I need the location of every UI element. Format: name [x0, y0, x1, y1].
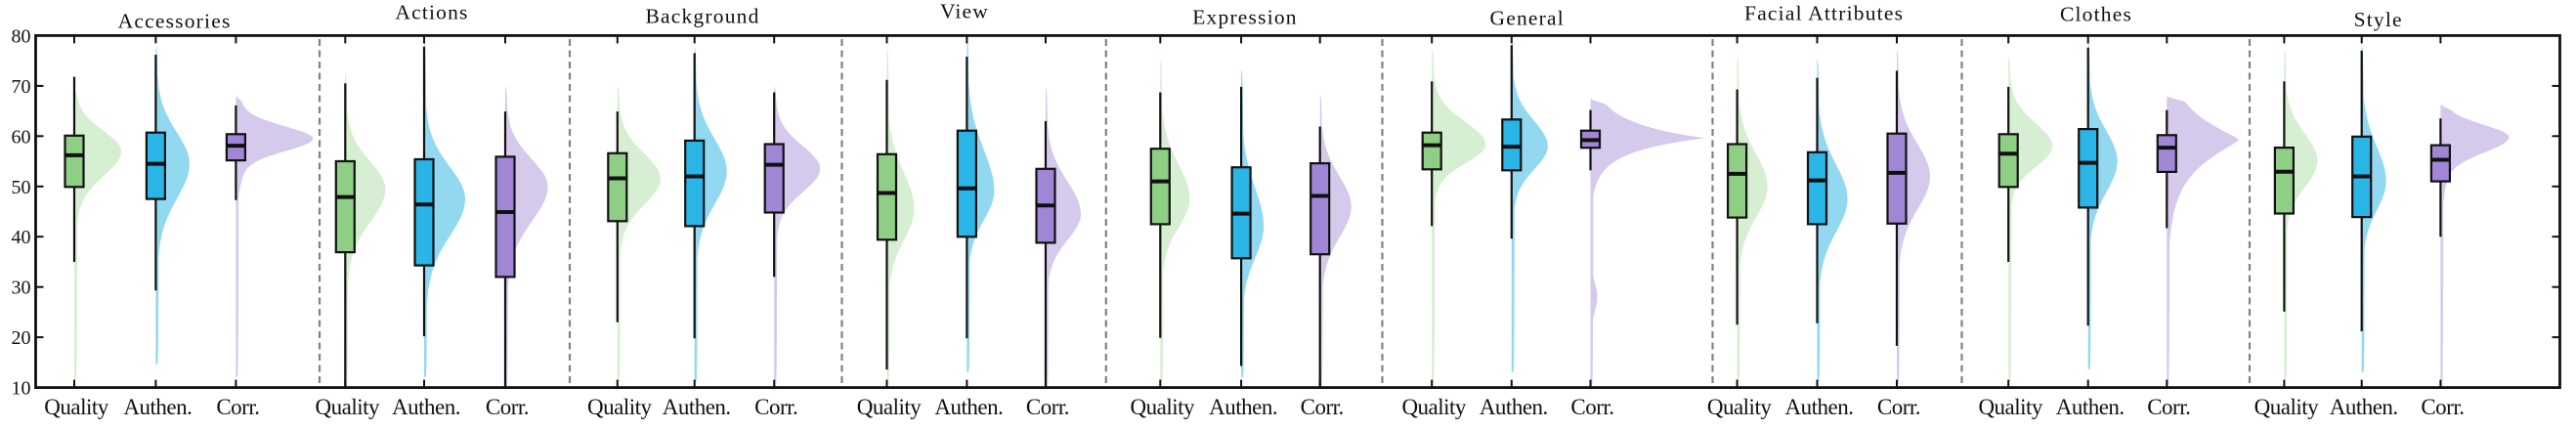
svg-text:Style: Style — [2354, 8, 2403, 31]
svg-text:70: 70 — [12, 76, 31, 98]
svg-text:Clothes: Clothes — [2060, 2, 2132, 25]
svg-text:10: 10 — [12, 378, 31, 400]
svg-text:Quality: Quality — [316, 395, 380, 419]
svg-text:Authen.: Authen. — [934, 395, 1003, 419]
svg-text:Quality: Quality — [1978, 395, 2042, 419]
svg-text:Authen.: Authen. — [1209, 395, 1277, 419]
svg-text:View: View — [940, 0, 989, 22]
svg-text:40: 40 — [12, 227, 31, 248]
svg-text:Authen.: Authen. — [1785, 395, 1854, 419]
svg-text:Accessories: Accessories — [118, 10, 232, 33]
svg-text:Corr.: Corr. — [486, 395, 529, 419]
svg-text:General: General — [1489, 6, 1564, 29]
svg-text:Actions: Actions — [395, 0, 468, 23]
svg-text:60: 60 — [12, 126, 31, 148]
svg-text:50: 50 — [12, 177, 31, 198]
svg-text:Facial Attributes: Facial Attributes — [1744, 1, 1904, 24]
svg-text:Quality: Quality — [1707, 395, 1772, 419]
svg-text:Corr.: Corr. — [2421, 395, 2464, 419]
svg-text:Corr.: Corr. — [754, 395, 797, 419]
svg-text:Quality: Quality — [1131, 395, 1195, 419]
svg-text:Authen.: Authen. — [2330, 395, 2398, 419]
svg-text:80: 80 — [12, 25, 31, 47]
svg-text:Corr.: Corr. — [1301, 395, 1344, 419]
svg-text:Corr.: Corr. — [1026, 395, 1069, 419]
svg-text:20: 20 — [12, 327, 31, 349]
svg-text:Expression: Expression — [1192, 5, 1298, 28]
svg-text:Corr.: Corr. — [216, 395, 259, 419]
svg-text:Corr.: Corr. — [2147, 395, 2190, 419]
svg-text:Corr.: Corr. — [1877, 395, 1920, 419]
svg-text:Corr.: Corr. — [1570, 395, 1613, 419]
svg-text:Authen.: Authen. — [663, 395, 731, 419]
svg-text:Quality: Quality — [587, 395, 652, 419]
svg-text:Authen.: Authen. — [1480, 395, 1548, 419]
svg-text:Quality: Quality — [1401, 395, 1466, 419]
svg-text:Quality: Quality — [44, 395, 108, 419]
svg-text:Quality: Quality — [857, 395, 922, 419]
svg-text:Background: Background — [645, 4, 759, 27]
svg-text:30: 30 — [12, 278, 31, 299]
svg-text:Authen.: Authen. — [2056, 395, 2125, 419]
svg-text:Quality: Quality — [2254, 395, 2319, 419]
svg-text:Authen.: Authen. — [392, 395, 460, 419]
svg-text:Authen.: Authen. — [123, 395, 192, 419]
